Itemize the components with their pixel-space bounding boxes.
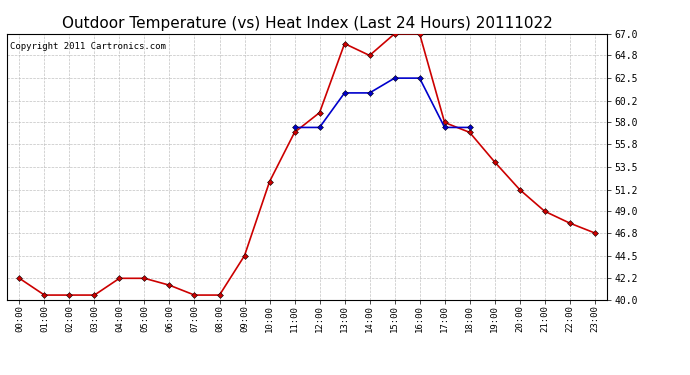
Text: Copyright 2011 Cartronics.com: Copyright 2011 Cartronics.com <box>10 42 166 51</box>
Title: Outdoor Temperature (vs) Heat Index (Last 24 Hours) 20111022: Outdoor Temperature (vs) Heat Index (Las… <box>61 16 553 31</box>
